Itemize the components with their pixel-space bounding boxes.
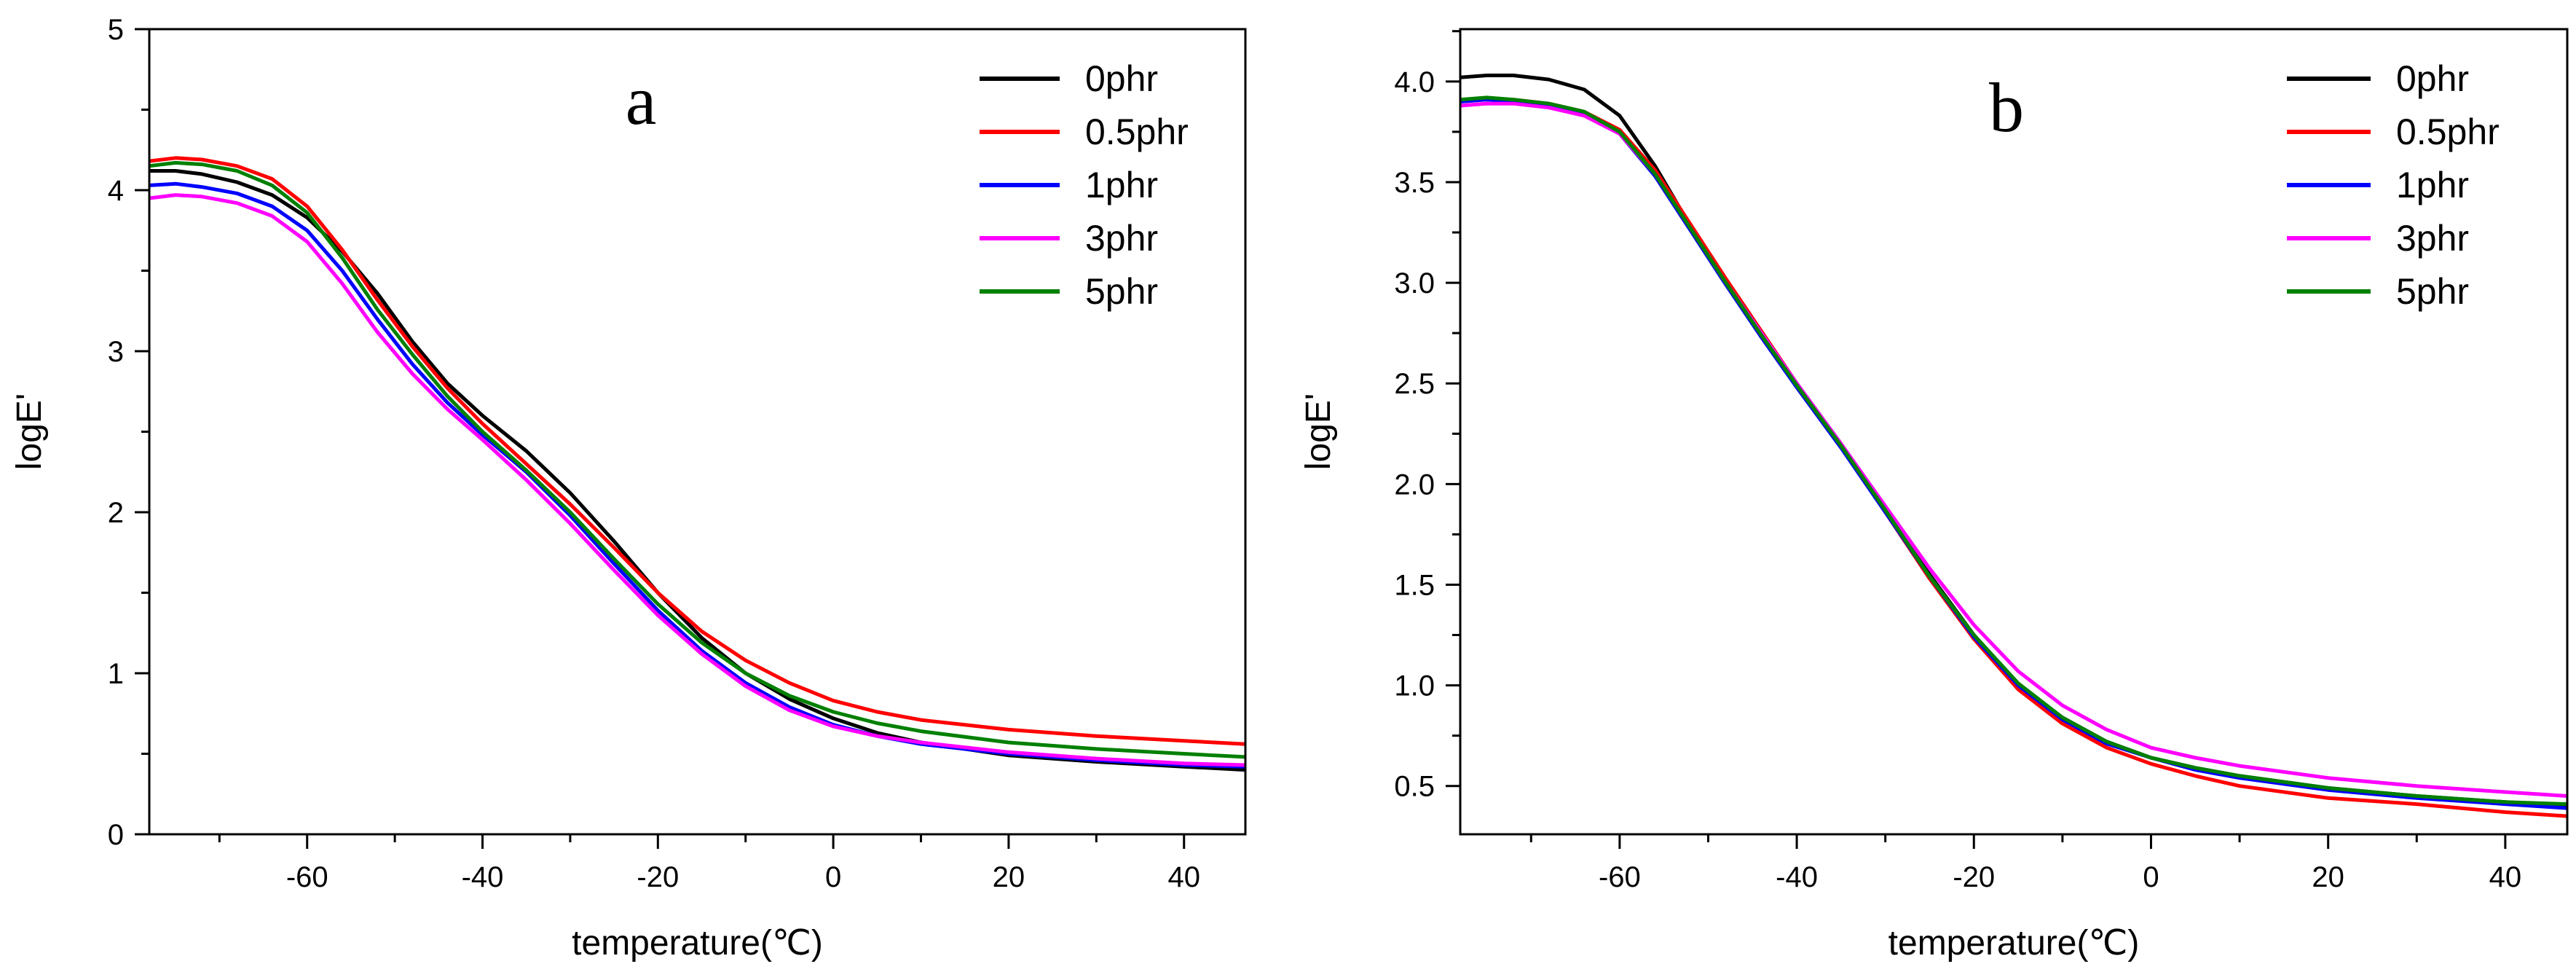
x-tick-label: -60 [1599, 861, 1641, 893]
series-line-1phr [149, 181, 1245, 769]
series-lines [149, 156, 1245, 772]
panel-label: a [626, 61, 657, 139]
x-tick-label: 20 [993, 861, 1025, 893]
series-line-0.5phr [1460, 98, 2567, 818]
legend-label: 0phr [1085, 58, 1158, 99]
series-line-0.5phr [149, 156, 1245, 746]
y-tick-label: 3.5 [1394, 167, 1435, 199]
x-tick-label: 0 [825, 861, 841, 893]
y-tick-label: 0 [108, 819, 124, 851]
y-tick-label: 2.0 [1394, 469, 1435, 501]
y-tick-label: 3.0 [1394, 267, 1435, 299]
y-tick-label: 0.5 [1394, 771, 1435, 803]
legend: 0phr 0.5phr 1phr 3phr 5phr [980, 58, 1189, 312]
x-tick-label: 40 [2489, 861, 2522, 893]
legend-label: 0phr [2396, 58, 2469, 99]
panel-label: b [1989, 68, 2024, 146]
x-tick-label: 40 [1167, 861, 1200, 893]
legend-label: 1phr [1085, 165, 1158, 205]
legend-label: 3phr [1085, 218, 1158, 259]
plot-frame [148, 28, 1247, 836]
chart-panel-b: -60 -40 -20 0 20 40 0.5 1.0 1.5 2.0 2.5 3.0 3.5 4.0 te… [1299, 28, 2569, 963]
chart-panel-a: -60 -40 -20 0 20 40 0 1 2 3 4 5 temperature(℃) logE' a… [10, 14, 1247, 963]
x-tick-label: -40 [462, 861, 504, 893]
y-tick-label: 4.0 [1394, 66, 1435, 98]
y-axis-title: logE' [1299, 393, 1338, 470]
series-lines [1460, 74, 2567, 818]
legend-label: 0.5phr [1085, 111, 1189, 152]
legend-label: 3phr [2396, 218, 2469, 259]
x-tick-label: -60 [286, 861, 328, 893]
series-line-1phr [1460, 98, 2567, 810]
y-tick-label: 5 [108, 14, 124, 46]
x-tick-label: -20 [637, 861, 679, 893]
legend: 0phr 0.5phr 1phr 3phr 5phr [2287, 58, 2500, 312]
y-tick-label: 2 [108, 497, 124, 529]
y-axis-title: logE' [10, 393, 49, 470]
y-tick-label: 1 [108, 658, 124, 690]
y-tick-label: 3 [108, 336, 124, 368]
series-line-5phr [1460, 95, 2567, 807]
y-tick-label: 4 [108, 175, 124, 207]
y-tick-label: 2.5 [1394, 368, 1435, 400]
legend-label: 1phr [2396, 165, 2469, 205]
series-line-3phr [149, 193, 1245, 767]
x-tick-label: 0 [2143, 861, 2159, 893]
legend-label: 0.5phr [2396, 111, 2500, 152]
series-line-3phr [1460, 101, 2567, 798]
x-tick-label: 20 [2312, 861, 2344, 893]
series-line-0phr [149, 169, 1245, 772]
x-tick-label: -40 [1776, 861, 1818, 893]
x-tick-label: -20 [1953, 861, 1995, 893]
y-tick-label: 1.0 [1394, 670, 1435, 702]
legend-label: 5phr [2396, 271, 2469, 312]
legend-label: 5phr [1085, 271, 1158, 312]
y-tick-label: 1.5 [1394, 569, 1435, 601]
series-line-5phr [149, 160, 1245, 759]
x-axis-title: temperature(℃) [572, 924, 823, 963]
plot-frame [1459, 28, 2569, 836]
x-axis-title: temperature(℃) [1888, 924, 2140, 963]
